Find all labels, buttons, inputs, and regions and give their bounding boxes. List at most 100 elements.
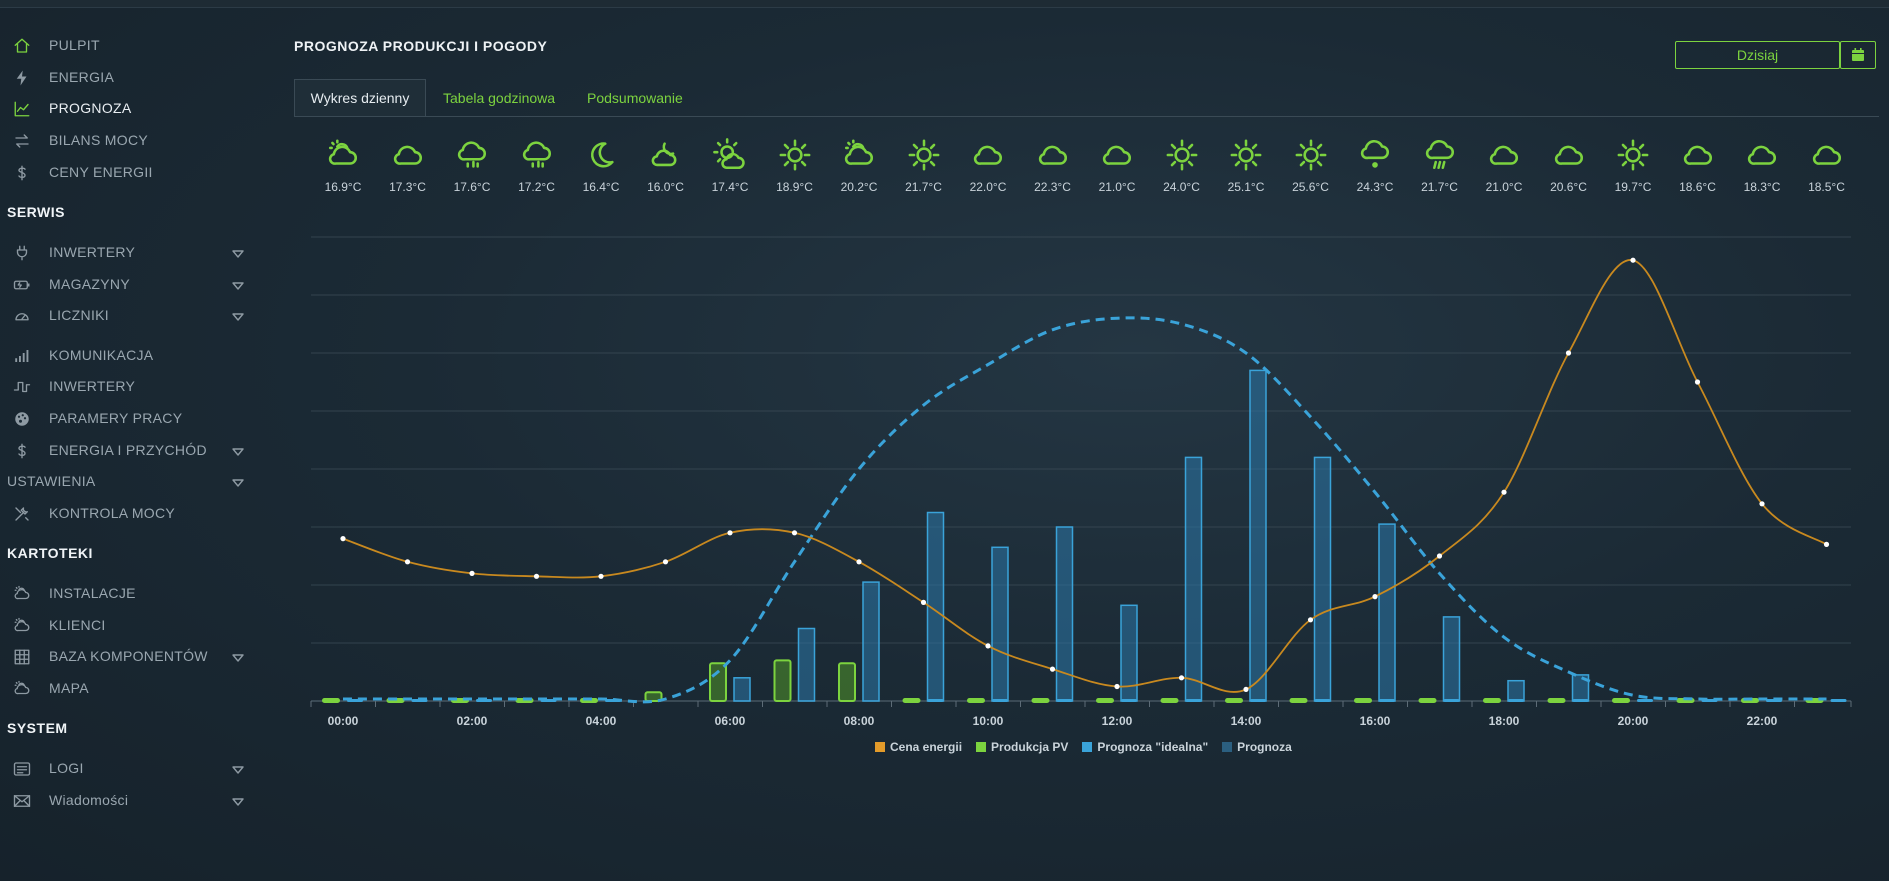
- x-tick-label: 04:00: [586, 714, 617, 728]
- weather-temp: 17.4°C: [711, 180, 749, 194]
- sidebar-item-ceny-energii[interactable]: CENY ENERGII: [0, 157, 250, 187]
- pv-bar: [1418, 698, 1437, 703]
- nav-label: USTAWIENIA: [7, 473, 96, 489]
- sidebar-item-prognoza[interactable]: PROGNOZA: [0, 93, 250, 123]
- price-point: [920, 599, 927, 606]
- dollar-icon: [12, 441, 32, 461]
- grid-icon: [12, 647, 32, 667]
- nav-label: MAPA: [49, 680, 89, 696]
- sidebar-item-bilans-mocy[interactable]: BILANS MOCY: [0, 125, 250, 155]
- forecast-bar: [1507, 679, 1525, 702]
- sidebar-item-serwis-6[interactable]: ENERGIA I PRZYCHÓD: [0, 435, 250, 465]
- cloud-sun-icon: [311, 138, 375, 172]
- chevron-down-icon: [232, 475, 244, 493]
- sidebar-item-serwis-3[interactable]: KOMUNIKACJA: [0, 340, 250, 370]
- page-title: PROGNOZA PRODUKCJI I POGODY: [294, 38, 548, 54]
- weather-temp: 17.3°C: [389, 180, 426, 194]
- sidebar-item-kartoteki-3[interactable]: MAPA: [0, 673, 250, 703]
- x-tick-label: 22:00: [1747, 714, 1778, 728]
- price-point: [1178, 675, 1185, 681]
- sidebar-item-system-0[interactable]: LOGI: [0, 753, 250, 783]
- pv-bar: [902, 698, 921, 703]
- forecast-baseline-mark: [1508, 699, 1524, 702]
- nav-label: LOGI: [49, 760, 84, 776]
- legend-item-pv[interactable]: Produkcja PV: [976, 740, 1068, 754]
- nav-label: PARAMERY PRACY: [49, 410, 183, 426]
- forecast-baseline-mark: [1250, 699, 1266, 702]
- legend-item-ideal[interactable]: Prognoza "idealna": [1082, 740, 1208, 754]
- pv-bar: [1612, 698, 1630, 703]
- sidebar-item-serwis-5[interactable]: PARAMERY PRACY: [0, 403, 250, 433]
- pv-bar: [1354, 698, 1372, 703]
- sidebar-item-kontrola-mocy[interactable]: KONTROLA MOCY: [0, 498, 250, 528]
- price-point: [533, 573, 540, 579]
- weather-temp: 22.0°C: [969, 180, 1007, 194]
- price-point: [1049, 666, 1056, 672]
- calendar-button[interactable]: [1840, 41, 1876, 69]
- weather-temp: 18.5°C: [1808, 180, 1845, 194]
- pv-bar: [1160, 698, 1179, 703]
- sidebar-item-ustawienia[interactable]: USTAWIENIA: [0, 466, 250, 496]
- price-point: [1501, 489, 1507, 495]
- chevron-down-icon: [232, 309, 244, 327]
- forecast-baseline-mark: [927, 699, 944, 702]
- nav-label: LICZNIKI: [49, 307, 109, 323]
- price-point: [469, 570, 475, 577]
- weather-temp: 24.3°C: [1356, 180, 1394, 194]
- pv-bar: [1289, 698, 1308, 703]
- dollar-icon: [12, 163, 32, 183]
- x-tick-label: 20:00: [1618, 714, 1649, 728]
- sidebar-item-serwis-4[interactable]: INWERTERY: [0, 371, 250, 401]
- wave-icon: [12, 377, 32, 397]
- list-icon: [12, 759, 32, 779]
- weather-temp: 22.3°C: [1034, 180, 1071, 194]
- pv-bar: [322, 698, 340, 703]
- cloud-sun-icon: [12, 616, 32, 636]
- forecast-bar: [1184, 456, 1203, 702]
- sidebar-item-system-1[interactable]: Wiadomości: [0, 785, 250, 815]
- weather-temp: 16.0°C: [647, 180, 684, 194]
- sidebar-item-serwis-2[interactable]: LICZNIKI: [0, 300, 250, 330]
- cloud-sun-icon: [827, 138, 891, 172]
- section-title-serwis: SERWIS: [7, 204, 65, 220]
- sidebar-item-kartoteki-0[interactable]: INSTALACJE: [0, 578, 250, 608]
- legend-item-price[interactable]: Cena energii: [875, 740, 962, 754]
- weather-hour-9: 21.7°C: [892, 138, 956, 198]
- legend-item-forecast[interactable]: Prognoza: [1222, 740, 1292, 754]
- sun-icon: [1150, 138, 1214, 172]
- tab-tabela-godzinowa[interactable]: Tabela godzinowa: [443, 90, 556, 106]
- sidebar-item-serwis-0[interactable]: INWERTERY: [0, 237, 250, 267]
- forecast-bar: [733, 677, 751, 702]
- pv-bar: [773, 659, 792, 703]
- sidebar-item-energia[interactable]: ENERGIA: [0, 62, 250, 92]
- tab-wykres-dzienny[interactable]: Wykres dzienny: [294, 79, 426, 117]
- x-tick-label: 14:00: [1231, 714, 1262, 728]
- weather-temp: 20.6°C: [1550, 180, 1587, 194]
- pv-bar: [967, 698, 985, 703]
- weather-hour-11: 22.3°C: [1021, 138, 1085, 198]
- sidebar-item-pulpit[interactable]: PULPIT: [0, 30, 250, 60]
- sidebar-item-kartoteki-2[interactable]: BAZA KOMPONENTÓW: [0, 641, 250, 671]
- sun-cloud-icon: [698, 138, 762, 172]
- price-point: [1565, 350, 1572, 356]
- weather-temp: 21.0°C: [1098, 180, 1136, 194]
- chevron-down-icon: [232, 444, 244, 462]
- sidebar-item-serwis-1[interactable]: MAGAZYNY: [0, 269, 250, 299]
- weather-temp: 17.6°C: [453, 180, 491, 194]
- weather-hour-3: 17.2°C: [505, 138, 569, 198]
- tab-podsumowanie[interactable]: Podsumowanie: [587, 90, 683, 106]
- forecast-baseline-mark: [1572, 699, 1589, 702]
- nav-label: PULPIT: [49, 37, 100, 53]
- weather-hour-14: 25.1°C: [1214, 138, 1278, 198]
- date-picker-button[interactable]: Dzisiaj: [1675, 41, 1840, 69]
- weather-hour-23: 18.5°C: [1795, 138, 1859, 198]
- weather-temp: 19.7°C: [1614, 180, 1652, 194]
- weather-temp: 18.6°C: [1679, 180, 1716, 194]
- weather-hour-6: 17.4°C: [698, 138, 762, 198]
- price-point: [985, 643, 991, 649]
- pv-bar: [1225, 698, 1243, 703]
- price-point: [662, 559, 669, 565]
- chart-line-icon: [12, 99, 32, 119]
- sidebar-item-kartoteki-1[interactable]: KLIENCI: [0, 610, 250, 640]
